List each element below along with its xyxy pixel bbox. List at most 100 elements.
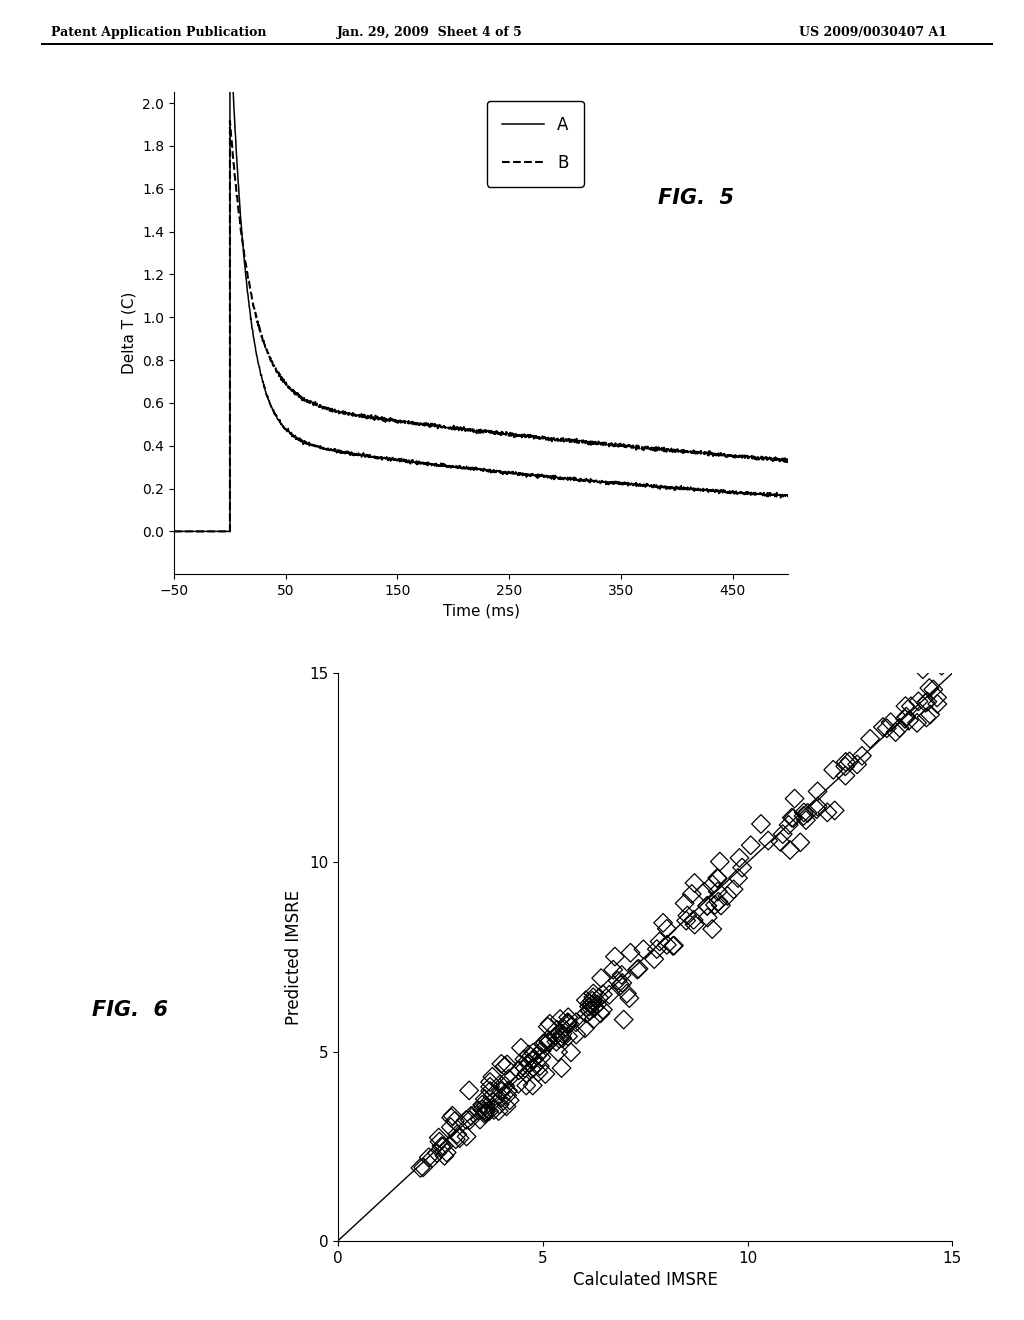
Point bbox=[475, 1100, 492, 1121]
B bbox=[782, 451, 795, 467]
Point bbox=[593, 1003, 609, 1024]
Point bbox=[514, 1055, 530, 1076]
B bbox=[299, 392, 311, 408]
Point bbox=[825, 759, 842, 780]
Point bbox=[499, 1096, 515, 1117]
Point bbox=[431, 1131, 447, 1152]
Point bbox=[429, 1142, 445, 1163]
Point bbox=[584, 990, 600, 1011]
Point bbox=[591, 987, 607, 1008]
Point bbox=[553, 1027, 569, 1048]
Point bbox=[699, 907, 716, 928]
B bbox=[725, 447, 737, 463]
Point bbox=[443, 1107, 460, 1129]
Point bbox=[563, 1041, 580, 1063]
Point bbox=[783, 807, 800, 828]
Point bbox=[838, 766, 854, 787]
A bbox=[299, 434, 311, 450]
Point bbox=[665, 936, 681, 957]
Point bbox=[542, 1014, 558, 1035]
Point bbox=[684, 883, 700, 904]
Point bbox=[478, 1101, 495, 1122]
Point bbox=[530, 1061, 547, 1082]
Point bbox=[705, 874, 721, 895]
Point bbox=[524, 1074, 541, 1096]
Point bbox=[520, 1052, 537, 1073]
Point bbox=[582, 993, 598, 1014]
Point bbox=[525, 1057, 542, 1078]
Point bbox=[559, 1012, 575, 1034]
Point bbox=[707, 895, 723, 916]
Point bbox=[540, 1016, 556, 1038]
Point bbox=[560, 1026, 577, 1047]
Point bbox=[534, 1047, 550, 1068]
Point bbox=[415, 1156, 431, 1177]
Y-axis label: Predicted IMSRE: Predicted IMSRE bbox=[286, 890, 303, 1024]
Point bbox=[934, 655, 950, 676]
Point bbox=[897, 696, 913, 717]
Point bbox=[424, 1147, 440, 1168]
Point bbox=[550, 1041, 566, 1063]
Line: B: B bbox=[174, 121, 788, 532]
Point bbox=[584, 994, 600, 1015]
Point bbox=[601, 985, 617, 1006]
Point bbox=[472, 1109, 488, 1130]
Point bbox=[554, 1028, 570, 1049]
Point bbox=[629, 958, 645, 979]
Point bbox=[922, 677, 938, 698]
Point bbox=[651, 931, 668, 952]
Point bbox=[523, 1059, 540, 1080]
Point bbox=[686, 913, 702, 935]
Point bbox=[658, 935, 675, 956]
Point bbox=[484, 1067, 501, 1088]
Point bbox=[511, 1060, 527, 1081]
Point bbox=[501, 1068, 517, 1089]
Point bbox=[476, 1104, 493, 1125]
Point bbox=[553, 1057, 569, 1078]
Point bbox=[589, 994, 605, 1015]
Point bbox=[713, 895, 729, 916]
Point bbox=[800, 803, 816, 824]
Point bbox=[615, 1008, 632, 1030]
Point bbox=[658, 919, 675, 940]
Point bbox=[421, 1147, 437, 1168]
Point bbox=[499, 1085, 515, 1106]
Y-axis label: Delta T (C): Delta T (C) bbox=[122, 292, 136, 375]
Point bbox=[497, 1056, 513, 1077]
Point bbox=[883, 711, 899, 733]
A bbox=[782, 488, 795, 504]
Point bbox=[484, 1090, 501, 1111]
Point bbox=[786, 788, 803, 809]
Point bbox=[459, 1126, 475, 1147]
Point bbox=[531, 1056, 548, 1077]
Point bbox=[648, 939, 665, 960]
Point bbox=[605, 960, 622, 981]
Point bbox=[837, 756, 853, 777]
Point bbox=[556, 1019, 572, 1040]
Point bbox=[809, 799, 825, 820]
Point bbox=[541, 1031, 557, 1052]
Point bbox=[925, 678, 941, 700]
Point bbox=[585, 983, 601, 1005]
Point bbox=[568, 1024, 585, 1045]
Point bbox=[920, 692, 936, 713]
Point bbox=[435, 1135, 452, 1156]
A bbox=[667, 479, 679, 495]
B bbox=[224, 114, 237, 129]
Point bbox=[686, 873, 702, 894]
Point bbox=[517, 1057, 534, 1078]
Point bbox=[710, 880, 726, 902]
Point bbox=[910, 690, 927, 711]
X-axis label: Calculated IMSRE: Calculated IMSRE bbox=[572, 1271, 718, 1290]
Point bbox=[719, 886, 735, 907]
Point bbox=[586, 998, 602, 1019]
Point bbox=[540, 1032, 556, 1053]
Point bbox=[782, 840, 799, 861]
Point bbox=[595, 983, 611, 1005]
Point bbox=[536, 1034, 552, 1055]
Point bbox=[879, 718, 895, 739]
A bbox=[733, 486, 745, 502]
Point bbox=[528, 1045, 545, 1067]
Point bbox=[914, 659, 931, 680]
Legend: A, B: A, B bbox=[487, 100, 584, 186]
